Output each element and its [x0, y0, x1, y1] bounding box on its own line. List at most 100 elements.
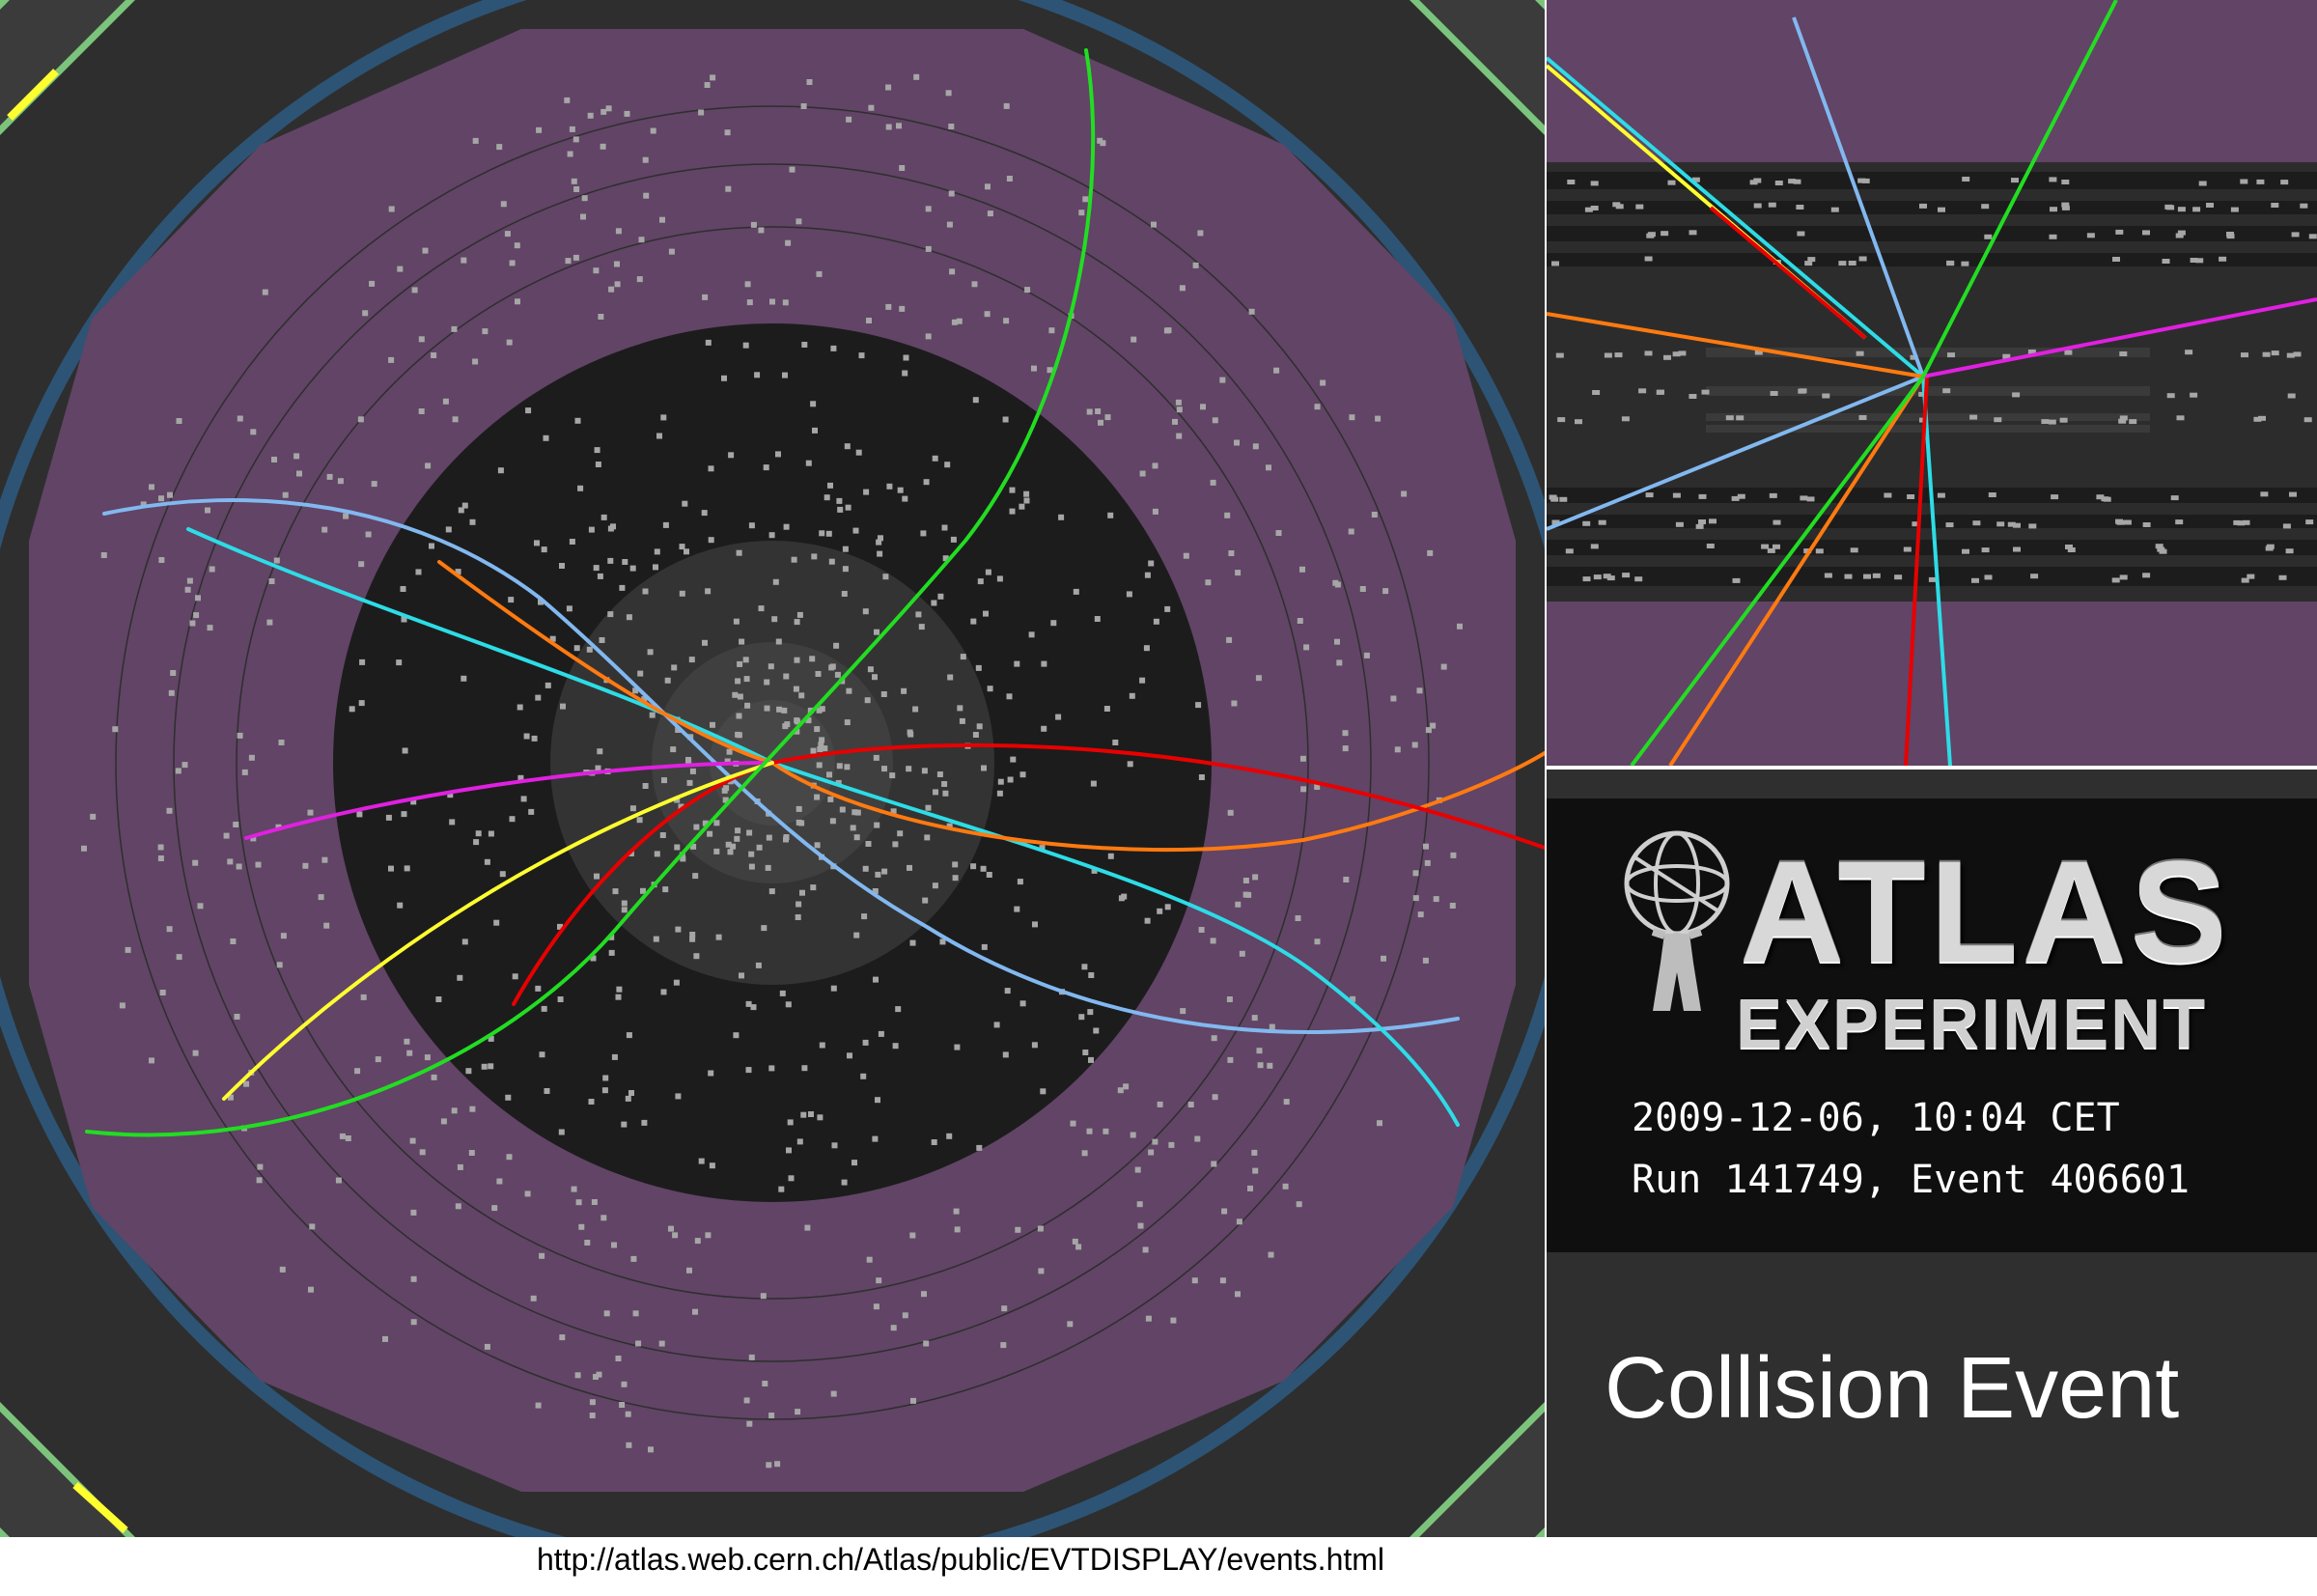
- hit: [925, 206, 932, 212]
- hit: [755, 962, 762, 968]
- hit: [674, 797, 681, 803]
- hit: [2051, 494, 2059, 500]
- hit: [629, 565, 636, 572]
- hit: [1375, 415, 1382, 422]
- hit: [841, 1179, 848, 1186]
- hit: [499, 871, 506, 878]
- hit: [1994, 417, 2002, 423]
- hit: [535, 1402, 542, 1409]
- hit: [1118, 895, 1125, 902]
- hit: [649, 712, 656, 718]
- hit: [1590, 544, 1599, 549]
- hit: [862, 608, 869, 615]
- hit: [449, 819, 456, 826]
- hit: [2061, 205, 2070, 210]
- hit: [745, 1067, 752, 1074]
- hit: [1041, 660, 1047, 667]
- hit: [234, 1014, 240, 1020]
- hit: [236, 863, 242, 870]
- hit: [536, 126, 543, 133]
- hit: [594, 447, 600, 454]
- hit: [1567, 180, 1576, 184]
- hit: [611, 1053, 618, 1060]
- hit: [1273, 367, 1280, 374]
- hit: [484, 1343, 490, 1350]
- hit: [643, 192, 650, 199]
- hit: [596, 1371, 602, 1378]
- hit: [953, 1208, 960, 1215]
- hit: [654, 548, 660, 555]
- hit: [1689, 230, 1697, 236]
- hit: [2049, 234, 2057, 239]
- hit: [1014, 660, 1020, 667]
- hit: [227, 1094, 234, 1101]
- hit: [1090, 780, 1097, 787]
- hit: [557, 923, 563, 930]
- hit: [819, 706, 825, 713]
- hit: [628, 1090, 634, 1096]
- hit: [768, 663, 774, 670]
- hit: [715, 934, 722, 940]
- hit: [1962, 177, 1970, 182]
- hit: [157, 855, 164, 861]
- hit: [250, 429, 257, 435]
- hit: [794, 717, 800, 724]
- hit: [2162, 259, 2170, 264]
- hit: [1350, 995, 1356, 1002]
- hit: [654, 851, 660, 857]
- hit: [764, 705, 770, 712]
- hit: [789, 166, 796, 173]
- hit: [867, 666, 874, 673]
- hit: [512, 973, 518, 980]
- hit: [321, 526, 328, 533]
- track-green: [1921, 0, 2118, 378]
- hit: [936, 771, 943, 777]
- hit: [538, 599, 544, 605]
- hit: [2177, 207, 2186, 212]
- hit: [1450, 852, 1457, 858]
- hit: [1557, 417, 1566, 423]
- hit: [1394, 746, 1401, 753]
- hit: [1797, 231, 1805, 237]
- hit: [660, 414, 667, 421]
- hit: [125, 946, 131, 953]
- corner-inner: [1419, 0, 1545, 126]
- hit: [830, 985, 837, 992]
- hit: [956, 318, 963, 324]
- hit: [1094, 616, 1101, 622]
- hit: [308, 1286, 314, 1293]
- hit: [575, 1199, 582, 1206]
- hit: [1058, 514, 1065, 520]
- hit: [1663, 354, 1671, 360]
- hit: [595, 765, 601, 771]
- hit: [1251, 1149, 1258, 1156]
- hit: [2230, 207, 2239, 212]
- hit: [1130, 1132, 1136, 1138]
- hit: [659, 216, 665, 223]
- hit: [783, 523, 790, 530]
- hit: [723, 785, 730, 792]
- hit: [1430, 722, 1437, 729]
- hit: [2247, 574, 2255, 579]
- hit: [564, 97, 571, 103]
- hit: [388, 356, 395, 363]
- hit: [641, 696, 648, 703]
- hit: [587, 112, 594, 119]
- hit: [1269, 1023, 1275, 1030]
- hit: [1088, 1056, 1094, 1063]
- hit: [616, 986, 623, 993]
- hit: [822, 745, 828, 752]
- hit: [863, 489, 870, 495]
- hit: [535, 694, 542, 701]
- hit: [698, 1158, 705, 1164]
- hit: [544, 1088, 550, 1094]
- hit: [1170, 1317, 1177, 1324]
- hit: [588, 1099, 595, 1105]
- hit: [158, 557, 165, 563]
- hit: [854, 809, 861, 816]
- hit: [647, 649, 654, 656]
- hit: [1055, 714, 1062, 720]
- hit: [1152, 508, 1158, 515]
- hit: [985, 569, 991, 575]
- hit: [431, 352, 437, 358]
